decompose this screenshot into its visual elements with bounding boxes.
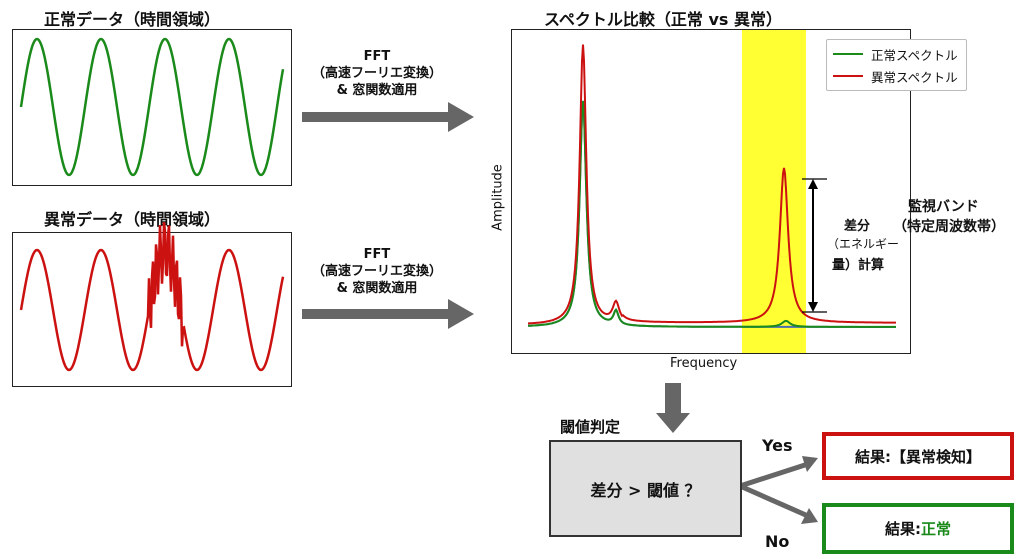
down-arrow	[656, 383, 690, 433]
abnormal-signal-plot	[19, 222, 285, 372]
legend-swatch-normal	[833, 53, 863, 55]
spectrum-legend: 正常スペクトル 異常スペクトル	[826, 39, 967, 91]
legend-swatch-abnormal	[833, 75, 863, 77]
y-axis-label: Amplitude	[490, 164, 506, 231]
abnormal-waveform	[19, 222, 285, 372]
result-normal-box: 結果: 正常	[822, 503, 1014, 554]
spectrum-plot	[527, 30, 896, 353]
normal-signal-plot	[19, 37, 285, 177]
blue-spectrum-line	[528, 100, 896, 328]
legend-item-abnormal: 異常スペクトル	[833, 65, 958, 87]
abnormal-spectrum-line	[528, 44, 896, 325]
abnormal-signal-panel	[12, 222, 292, 387]
no-arrow-head	[801, 508, 818, 524]
spectrum-title: スペクトル比較（正常 vs 異常）	[544, 10, 782, 29]
abnormal-panel-title: 異常データ（時間領域）	[44, 210, 221, 229]
threshold-title: 閾値判定	[560, 418, 621, 436]
normal-waveform	[19, 37, 285, 177]
monitoring-band	[742, 30, 806, 353]
fft-bottom-line2: （高速フーリエ変換）	[311, 264, 442, 279]
fft-top-line1: FFT	[363, 49, 391, 64]
fft-top-line2: （高速フーリエ変換）	[311, 66, 442, 81]
band-label-line1: 監視バンド	[908, 199, 979, 215]
yes-arrow-line	[739, 461, 809, 489]
difference-arrow-down	[808, 302, 818, 312]
normal-signal-panel	[12, 29, 292, 186]
yes-arrow-head	[802, 456, 818, 472]
legend-label-abnormal: 異常スペクトル	[871, 69, 958, 85]
fft-label-top: FFT （高速フーリエ変換） & 窓関数適用	[302, 48, 452, 99]
no-label: No	[765, 532, 790, 551]
fft-label-bottom: FFT （高速フーリエ変換） & 窓関数適用	[302, 246, 452, 297]
normal-spectrum-line	[527, 100, 896, 328]
result-abnormal-prefix: 結果:	[854, 447, 891, 466]
band-label-line2: （特定周波数帯）	[893, 219, 1005, 235]
no-arrow-line	[738, 483, 810, 519]
difference-label-line3: 量）計算	[832, 258, 885, 273]
fft-top-line3: & 窓関数適用	[336, 83, 418, 98]
result-abnormal-box: 結果: 【異常検知】	[822, 432, 1014, 480]
fft-arrow-top	[302, 102, 474, 132]
fft-bottom-line3: & 窓関数適用	[336, 281, 418, 296]
difference-arrow-up	[808, 179, 818, 189]
result-normal-value: 正常	[920, 520, 951, 538]
difference-label-line1: 差分	[844, 219, 871, 234]
yes-label: Yes	[762, 436, 793, 455]
result-normal-prefix: 結果:	[884, 520, 921, 538]
spectrum-panel	[511, 29, 911, 354]
normal-panel-title: 正常データ（時間領域）	[44, 10, 221, 29]
threshold-condition: 差分 > 閾値 ？	[590, 480, 701, 500]
fft-arrow-bottom	[302, 299, 474, 329]
result-abnormal-value: 【異常検知】	[890, 447, 981, 466]
fft-bottom-line1: FFT	[363, 247, 391, 262]
difference-label-line2: （エネルギー	[827, 237, 900, 251]
x-axis-label: Frequency	[670, 356, 738, 371]
threshold-box: 差分 > 閾値 ？	[549, 440, 742, 537]
legend-item-normal: 正常スペクトル	[833, 43, 958, 65]
legend-label-normal: 正常スペクトル	[871, 47, 958, 63]
